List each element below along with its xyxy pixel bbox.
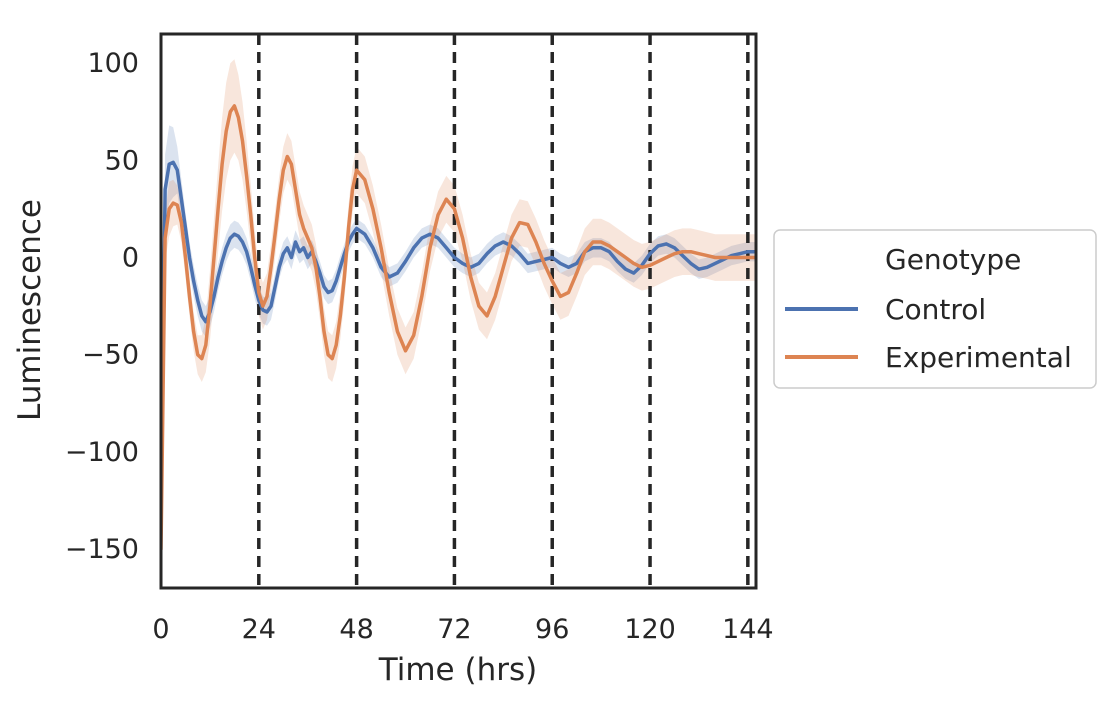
- y-tick-label: −100: [65, 437, 139, 468]
- y-axis: 100 50 0 −50 −100 −150: [65, 48, 139, 565]
- y-tick-label: −150: [65, 534, 139, 565]
- plot-frame: [159, 32, 758, 590]
- legend-label-experimental: Experimental: [885, 341, 1072, 374]
- x-tick-label: 24: [242, 614, 276, 645]
- legend-label-control: Control: [885, 293, 986, 326]
- legend-title: Genotype: [885, 243, 1021, 276]
- x-tick-label: 96: [535, 614, 569, 645]
- x-tick-label: 72: [437, 614, 471, 645]
- legend-frame: [773, 229, 1097, 389]
- x-axis-label: Time (hrs): [378, 652, 537, 688]
- y-tick-label: 0: [122, 243, 139, 274]
- series-group: [161, 34, 756, 588]
- series-line-control: [161, 160, 756, 512]
- legend: Genotype Control Experimental: [773, 229, 1097, 389]
- x-tick-label: 48: [339, 614, 373, 645]
- y-tick-label: 50: [105, 145, 139, 176]
- x-tick-label: 120: [624, 614, 676, 645]
- x-axis: 0 24 48 72 96 120 144: [152, 614, 773, 645]
- plot-area: [159, 32, 758, 590]
- x-tick-label: 0: [152, 614, 169, 645]
- y-tick-label: 100: [87, 48, 139, 79]
- y-axis-label: Luminescence: [12, 199, 48, 421]
- x-tick-label: 144: [722, 614, 774, 645]
- series-line-experimental: [161, 104, 756, 551]
- y-tick-label: −50: [82, 340, 139, 371]
- ci-band-experimental: [161, 59, 756, 550]
